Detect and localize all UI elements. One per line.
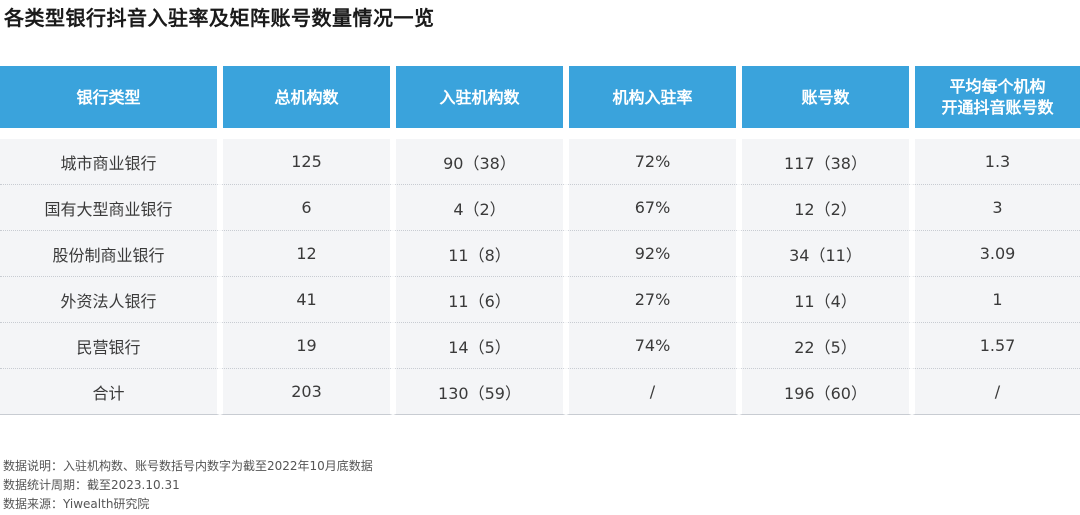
header-avg-accounts: 平均每个机构 开通抖音账号数 bbox=[912, 66, 1080, 128]
table-row: 城市商业银行 125 90（38） 72% 117（38） 1.3 bbox=[0, 139, 1080, 185]
cell-accounts: 117（38） bbox=[739, 139, 912, 185]
cell-accounts: 11（4） bbox=[739, 277, 912, 323]
header-total-institutions: 总机构数 bbox=[220, 66, 393, 128]
cell-bank-type: 城市商业银行 bbox=[0, 139, 220, 185]
cell-joined: 90（38） bbox=[393, 139, 566, 185]
table-row: 民营银行 19 14（5） 74% 22（5） 1.57 bbox=[0, 323, 1080, 369]
cell-bank-type: 股份制商业银行 bbox=[0, 231, 220, 277]
period-note: 数据统计周期：截至2023.10.31 bbox=[3, 478, 180, 492]
header-spacer bbox=[0, 128, 1080, 139]
footnotes: 数据说明：入驻机构数、账号数括号内数字为截至2022年10月底数据 数据统计周期… bbox=[3, 457, 373, 514]
cell-rate: 74% bbox=[566, 323, 739, 369]
table-row: 股份制商业银行 12 11（8） 92% 34（11） 3.09 bbox=[0, 231, 1080, 277]
cell-rate: 27% bbox=[566, 277, 739, 323]
cell-accounts: 34（11） bbox=[739, 231, 912, 277]
cell-total: 125 bbox=[220, 139, 393, 185]
bank-stats-table: 银行类型 总机构数 入驻机构数 机构入驻率 账号数 平均每个机构 开通抖音账号数… bbox=[0, 66, 1080, 415]
table-row: 外资法人银行 41 11（6） 27% 11（4） 1 bbox=[0, 277, 1080, 323]
cell-bank-type: 国有大型商业银行 bbox=[0, 185, 220, 231]
cell-avg: 1.57 bbox=[912, 323, 1080, 369]
header-join-rate: 机构入驻率 bbox=[566, 66, 739, 128]
cell-avg: 3 bbox=[912, 185, 1080, 231]
cell-avg: / bbox=[912, 369, 1080, 415]
header-account-count: 账号数 bbox=[739, 66, 912, 128]
cell-joined: 130（59） bbox=[393, 369, 566, 415]
cell-joined: 14（5） bbox=[393, 323, 566, 369]
cell-joined: 11（6） bbox=[393, 277, 566, 323]
cell-bank-type: 民营银行 bbox=[0, 323, 220, 369]
cell-avg: 1.3 bbox=[912, 139, 1080, 185]
header-joined-institutions: 入驻机构数 bbox=[393, 66, 566, 128]
cell-accounts: 196（60） bbox=[739, 369, 912, 415]
cell-accounts: 12（2） bbox=[739, 185, 912, 231]
table-total-row: 合计 203 130（59） / 196（60） / bbox=[0, 369, 1080, 415]
cell-rate: 67% bbox=[566, 185, 739, 231]
cell-joined: 4（2） bbox=[393, 185, 566, 231]
cell-total: 12 bbox=[220, 231, 393, 277]
table-header-row: 银行类型 总机构数 入驻机构数 机构入驻率 账号数 平均每个机构 开通抖音账号数 bbox=[0, 66, 1080, 128]
page-title: 各类型银行抖音入驻率及矩阵账号数量情况一览 bbox=[4, 6, 435, 30]
cell-total: 203 bbox=[220, 369, 393, 415]
cell-rate: / bbox=[566, 369, 739, 415]
table-row: 国有大型商业银行 6 4（2） 67% 12（2） 3 bbox=[0, 185, 1080, 231]
cell-rate: 92% bbox=[566, 231, 739, 277]
source-note: 数据来源：Yiwealth研究院 bbox=[3, 497, 150, 511]
data-note: 数据说明：入驻机构数、账号数括号内数字为截至2022年10月底数据 bbox=[3, 459, 373, 473]
cell-accounts: 22（5） bbox=[739, 323, 912, 369]
cell-avg: 1 bbox=[912, 277, 1080, 323]
cell-bank-type: 外资法人银行 bbox=[0, 277, 220, 323]
cell-total: 41 bbox=[220, 277, 393, 323]
cell-total: 6 bbox=[220, 185, 393, 231]
cell-rate: 72% bbox=[566, 139, 739, 185]
cell-avg: 3.09 bbox=[912, 231, 1080, 277]
header-bank-type: 银行类型 bbox=[0, 66, 220, 128]
data-table-container: 银行类型 总机构数 入驻机构数 机构入驻率 账号数 平均每个机构 开通抖音账号数… bbox=[0, 66, 1080, 415]
cell-bank-type: 合计 bbox=[0, 369, 220, 415]
cell-total: 19 bbox=[220, 323, 393, 369]
cell-joined: 11（8） bbox=[393, 231, 566, 277]
